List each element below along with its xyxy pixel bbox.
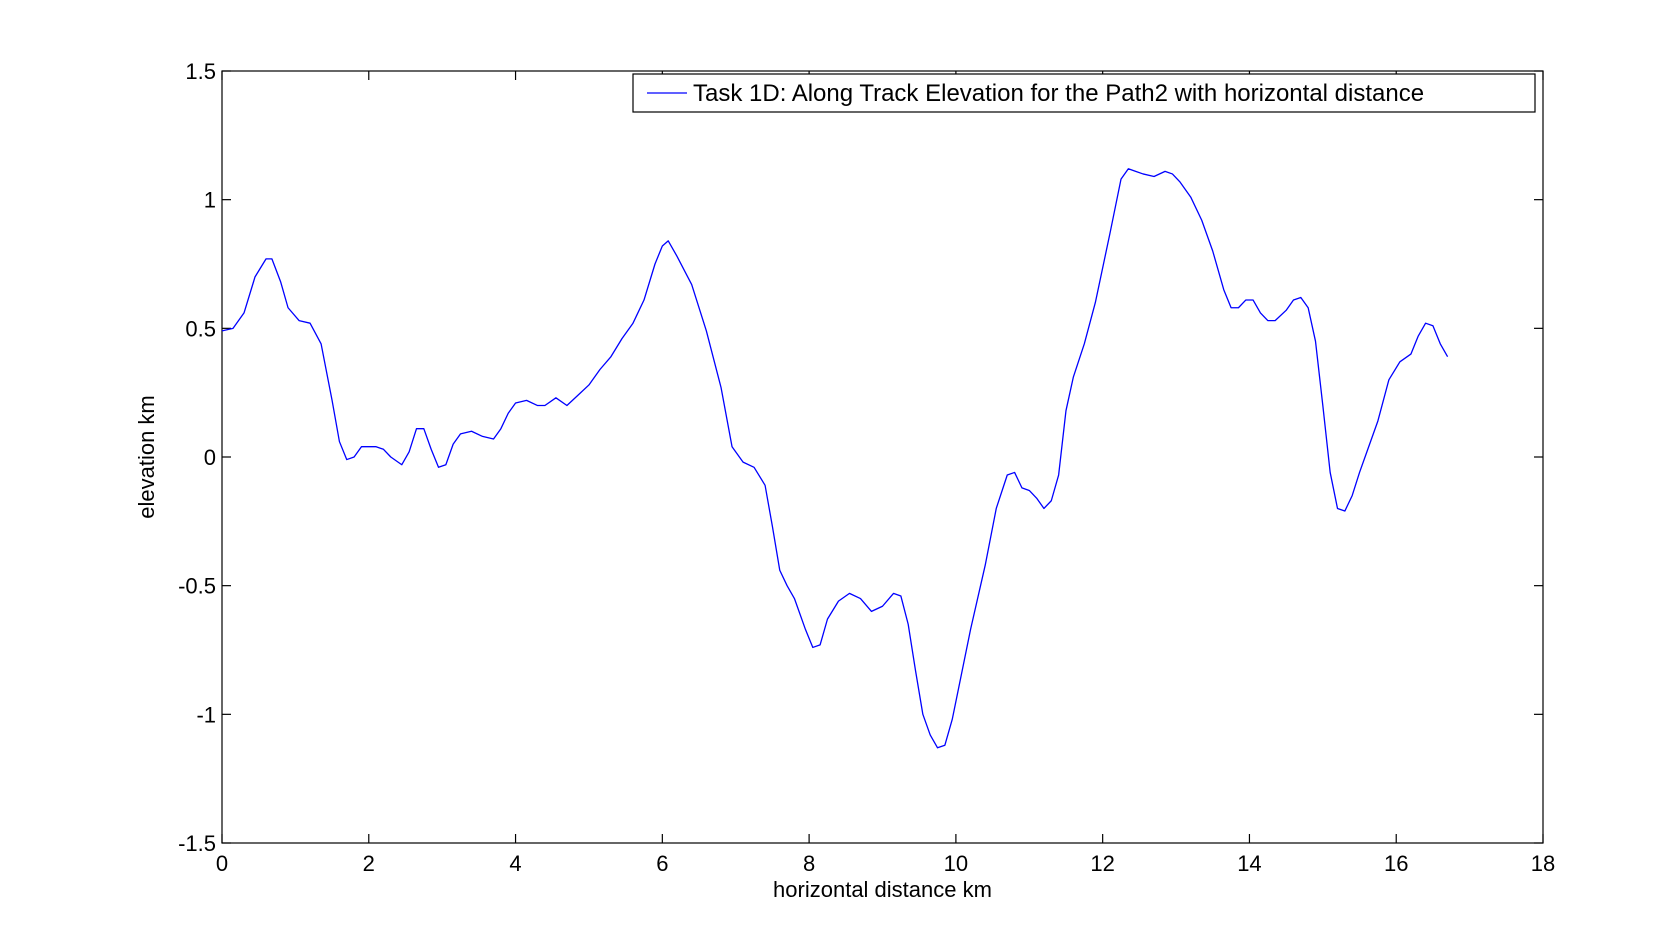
x-tick-label: 10 <box>944 851 968 876</box>
x-tick-label: 14 <box>1237 851 1261 876</box>
series-layer <box>221 168 1449 749</box>
y-tick-label: 0 <box>204 445 216 470</box>
legend-box <box>632 73 1536 113</box>
y-tick-label: -0.5 <box>178 574 216 599</box>
x-tick-label: 8 <box>803 851 815 876</box>
x-tick-label: 2 <box>363 851 375 876</box>
series-line <box>221 168 1449 749</box>
x-tick-label: 18 <box>1531 851 1555 876</box>
legend-entry-label: Task 1D: Along Track Elevation for the P… <box>693 80 1424 107</box>
y-tick-label: -1 <box>196 702 216 727</box>
x-tick-label: 16 <box>1384 851 1408 876</box>
y-tick-label: 0.5 <box>185 316 216 341</box>
y-tick-label: 1.5 <box>185 59 216 84</box>
y-tick-label: 1 <box>204 188 216 213</box>
x-tick-label: 12 <box>1090 851 1114 876</box>
x-axis-label: horizontal distance km <box>773 877 992 902</box>
x-tick-label: 4 <box>509 851 521 876</box>
legend: Task 1D: Along Track Elevation for the P… <box>632 73 1536 113</box>
plot-area <box>221 70 1544 844</box>
axes-frame <box>221 70 1544 844</box>
x-tick-label: 6 <box>656 851 668 876</box>
y-tick-label: -1.5 <box>178 831 216 856</box>
x-tick-label: 0 <box>216 851 228 876</box>
y-axis-label: elevation km <box>134 395 159 519</box>
